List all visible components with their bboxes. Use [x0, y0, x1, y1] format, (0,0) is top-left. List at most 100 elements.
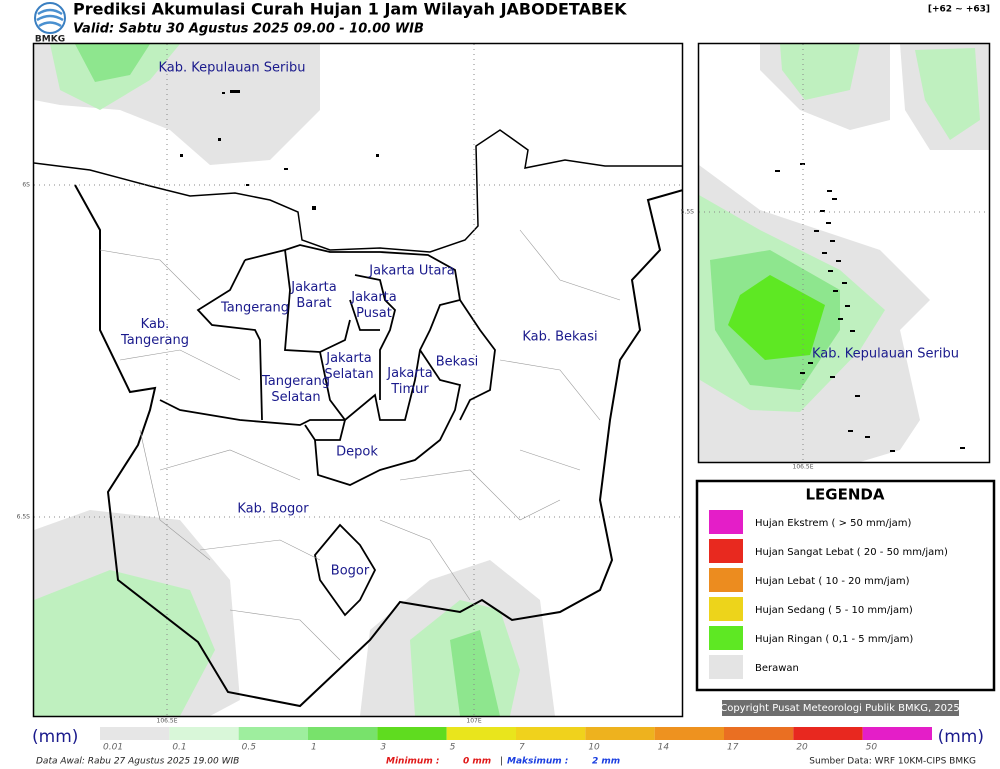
island [848, 430, 853, 432]
inset-label: Kab. Kepulauan Seribu [812, 347, 959, 362]
islands [775, 163, 965, 452]
max-label: Maksimum : [507, 757, 568, 767]
min-value: 0 mm [463, 757, 491, 767]
legend-label: Hujan Ringan ( 0,1 - 5 mm/jam) [755, 634, 913, 645]
region-label: Depok [336, 445, 378, 460]
region-label: Kab. Tangerang [120, 317, 189, 348]
lon-tick: 107E [466, 718, 481, 725]
legend-swatch [709, 655, 743, 679]
lat-tick: 6S [22, 182, 30, 189]
region-label: Kab. Kepulauan Seribu [159, 61, 306, 76]
island [832, 198, 837, 200]
colorbar: 0.01 0.1 0.5 1 3 5 7 10 14 17 20 50 [100, 727, 932, 753]
region-label: Jakarta Selatan [324, 351, 373, 382]
island [845, 305, 850, 307]
region-label: Kab. Bogor [237, 502, 309, 517]
legend-label: Hujan Lebat ( 10 - 20 mm/jam) [755, 576, 910, 587]
main-map: Kab. Kepulauan Seribu Kab. Tangerang Tanger… [34, 44, 682, 716]
rain-area [34, 570, 215, 716]
island [826, 222, 831, 224]
colorbar-tick-label: 0.1 [172, 743, 186, 753]
island [822, 252, 827, 254]
bmkg-logo [34, 2, 66, 34]
colorbar-tick-label: 0.01 [103, 743, 123, 753]
inset-map: Kab. Kepulauan Seribu [699, 44, 989, 462]
island [820, 210, 825, 212]
island [865, 436, 870, 438]
title: Prediksi Akumulasi Curah Hujan 1 Jam Wil… [73, 0, 627, 19]
island [830, 376, 835, 378]
colorbar-segment [238, 727, 308, 740]
region-label: Jakarta Utara [368, 264, 455, 279]
island [836, 260, 841, 262]
colorbar-segment [169, 727, 239, 740]
island [960, 447, 965, 449]
legend-label: Berawan [755, 663, 799, 674]
island [890, 450, 895, 452]
rain-area [780, 44, 860, 100]
colorbar-segment [654, 727, 724, 740]
region-label: Tangerang Selatan [261, 374, 330, 405]
region-label: Jakarta Barat [290, 280, 336, 311]
colorbar-tick-label: 10 [588, 743, 600, 753]
colorbar-segment [724, 727, 794, 740]
island [775, 170, 780, 172]
map-frame [32, 42, 684, 718]
colorbar-tick-label: 0.5 [242, 743, 257, 753]
colorbar-segment [377, 727, 447, 740]
lon-tick: 106.5E [793, 464, 814, 471]
colorbar-segment [585, 727, 655, 740]
legend-label: Hujan Sedang ( 5 - 10 mm/jam) [755, 605, 913, 616]
colorbar-segment [862, 727, 932, 740]
separator: | [500, 757, 503, 767]
legend-swatch [709, 510, 743, 534]
code: [+62 ~ +63] [928, 5, 990, 15]
region-label: Jakarta Pusat [350, 290, 396, 321]
legend-swatch [709, 626, 743, 650]
valid-time: Valid: Sabtu 30 Agustus 2025 09.00 - 10.… [73, 22, 424, 37]
colorbar-tick-label: 20 [796, 743, 808, 753]
region-label: Jakarta Timur [386, 366, 432, 397]
admin-boundaries [159, 244, 496, 617]
lon-tick: 106.5E [157, 718, 178, 725]
colorbar-tick-label: 1 [311, 743, 317, 753]
colorbar-segment [446, 727, 516, 740]
region-boundary [74, 184, 682, 708]
copyright: Copyright Pusat Meteorologi Publik BMKG,… [720, 703, 960, 714]
island [842, 282, 847, 284]
island [828, 270, 833, 272]
islands [180, 90, 379, 210]
data-awal: Data Awal: Rabu 27 Agustus 2025 19.00 WI… [36, 757, 239, 767]
legend-swatch [709, 568, 743, 592]
legend-label: Hujan Ekstrem ( > 50 mm/jam) [755, 518, 912, 529]
copyright-box [722, 700, 959, 716]
inset-frame [697, 42, 991, 464]
map-labels: Kab. Kepulauan Seribu Kab. Tangerang Tanger… [120, 61, 598, 579]
island [838, 318, 843, 320]
colorbar-tick-label: 17 [727, 743, 739, 753]
rain-area [450, 630, 500, 716]
island [800, 372, 805, 374]
region-label: Bogor [331, 564, 370, 579]
region-label: Bekasi [436, 355, 479, 370]
rain-area [75, 44, 150, 82]
colorbar-tick-label: 50 [866, 743, 878, 753]
colorbar-segment [308, 727, 378, 740]
island [808, 362, 813, 364]
colorbar-segment [793, 727, 863, 740]
logo-text: BMKG [35, 35, 65, 45]
coastline [34, 129, 682, 253]
max-value: 2 mm [592, 757, 620, 767]
colorbar-tick-label: 3 [380, 743, 386, 753]
island [833, 290, 838, 292]
legend-title: LEGENDA [806, 486, 885, 504]
colorbar-tick-label: 5 [450, 743, 456, 753]
colorbar-tick-label: 14 [658, 743, 670, 753]
legend-swatch [709, 597, 743, 621]
graticule [699, 44, 989, 462]
region-label: Tangerang [220, 301, 289, 316]
colorbar-segment [516, 727, 586, 740]
rain-area [728, 275, 825, 360]
